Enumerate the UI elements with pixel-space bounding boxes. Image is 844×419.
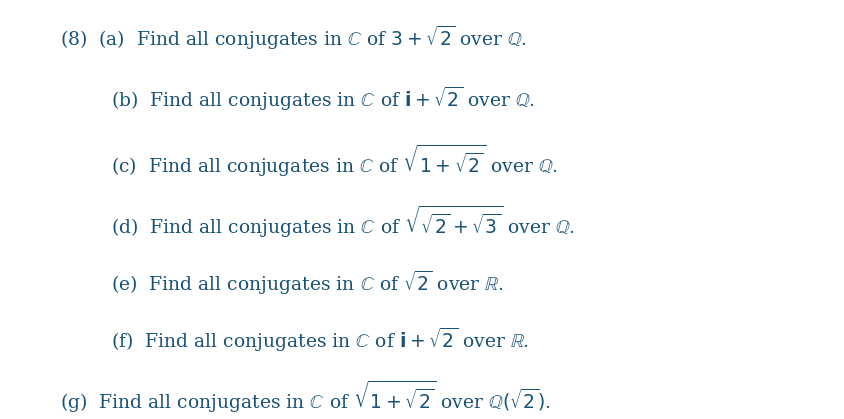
Text: (g)  Find all conjugates in $\mathbb{C}$ of $\sqrt{1 + \sqrt{2}}$ over $\mathbb{: (g) Find all conjugates in $\mathbb{C}$ … [60,379,550,415]
Text: (8)  (a)  Find all conjugates in $\mathbb{C}$ of $3 + \sqrt{2}$ over $\mathbb{Q}: (8) (a) Find all conjugates in $\mathbb{… [60,24,527,52]
Text: (e)  Find all conjugates in $\mathbb{C}$ of $\sqrt{2}$ over $\mathbb{R}$.: (e) Find all conjugates in $\mathbb{C}$ … [111,269,503,297]
Text: (f)  Find all conjugates in $\mathbb{C}$ of $\mathbf{i} + \sqrt{2}$ over $\mathb: (f) Find all conjugates in $\mathbb{C}$ … [111,326,528,354]
Text: (d)  Find all conjugates in $\mathbb{C}$ of $\sqrt{\sqrt{2} + \sqrt{3}}$ over $\: (d) Find all conjugates in $\mathbb{C}$ … [111,204,574,240]
Text: (b)  Find all conjugates in $\mathbb{C}$ of $\mathbf{i} + \sqrt{2}$ over $\mathb: (b) Find all conjugates in $\mathbb{C}$ … [111,85,534,113]
Text: (c)  Find all conjugates in $\mathbb{C}$ of $\sqrt{1 + \sqrt{2}}$ over $\mathbb{: (c) Find all conjugates in $\mathbb{C}$ … [111,142,557,178]
